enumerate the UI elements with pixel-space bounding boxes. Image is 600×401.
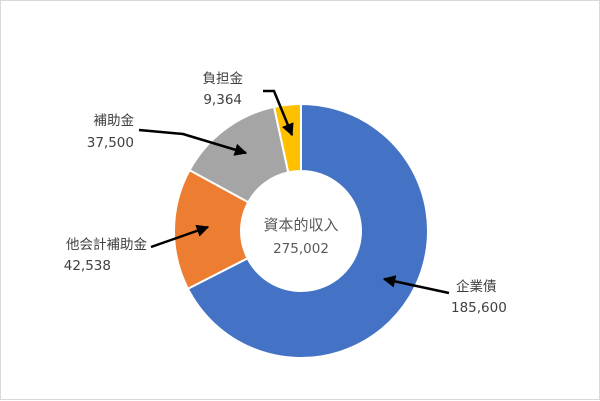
label-hojokin-value: 37,500 <box>87 135 134 151</box>
leader-takaikei <box>150 224 210 249</box>
leader-lines-group <box>138 89 450 295</box>
label-futankin-value: 9,364 <box>203 92 242 108</box>
slice-3 <box>272 102 302 174</box>
leader-kigyousai <box>382 275 450 295</box>
label-kigyousai-value: 185,600 <box>451 300 507 316</box>
leader-futankin <box>263 89 294 137</box>
slice-0 <box>186 102 429 359</box>
label-takaikei-name: 他会計補助金 <box>66 237 147 253</box>
label-futankin-name: 負担金 <box>203 71 244 87</box>
center-total: 275,002 <box>273 241 329 257</box>
label-takaikei-value: 42,538 <box>64 258 111 274</box>
leader-hojokin <box>138 128 248 156</box>
slices-group <box>173 102 429 359</box>
label-kigyousai-name: 企業債 <box>456 278 497 295</box>
center-label: 資本的収入 <box>263 216 338 234</box>
label-hojokin-name: 補助金 <box>94 113 135 129</box>
